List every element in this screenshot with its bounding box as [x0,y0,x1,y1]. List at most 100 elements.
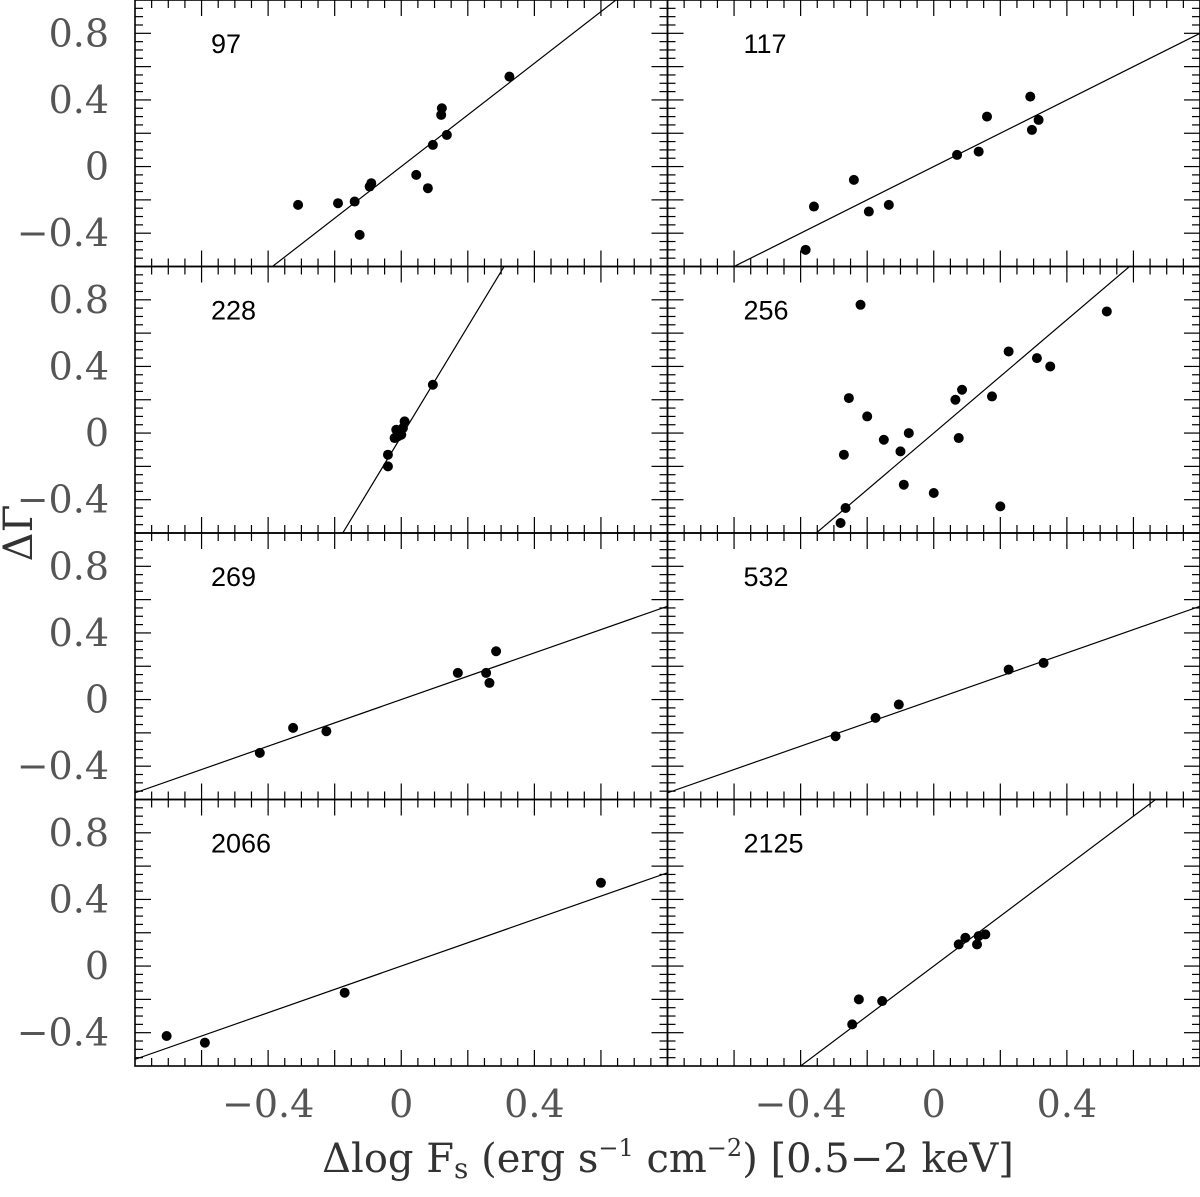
data-point [1026,124,1037,135]
x-tick-label: 0.4 [504,1082,564,1126]
panel-97 [134,0,669,268]
x-tick-label: −0.4 [754,1082,846,1126]
data-point [366,178,377,189]
data-point [161,1031,172,1042]
data-point [339,987,350,998]
y-tick-label: 0.4 [49,611,109,655]
y-tick-label: −0.4 [17,211,109,255]
data-point [862,411,873,422]
data-point [853,994,864,1005]
data-point [895,446,906,457]
data-point [898,479,909,490]
data-point [333,198,344,209]
y-tick-label: 0 [85,145,109,189]
data-point [354,229,365,240]
data-point [199,1037,210,1048]
fit-line [799,799,1157,1066]
data-point [855,299,866,310]
data-point [950,394,961,405]
data-point [452,667,463,678]
data-point [972,939,983,950]
data-point [288,722,299,733]
x-tick-label: 0.4 [1037,1082,1097,1126]
data-point [995,501,1006,512]
data-point [878,434,889,445]
panel-label: 2125 [744,829,804,859]
data-point [877,996,888,1007]
data-point [835,518,846,529]
data-point [382,461,393,472]
panel-ticks [135,0,668,267]
panel-2125 [666,798,1200,1067]
data-point [840,503,851,514]
fit-line [135,872,668,1060]
data-point [254,747,265,758]
data-point [484,677,495,688]
panel-label: 2066 [211,829,271,859]
data-point [321,726,332,737]
fit-line [732,32,1200,267]
panels-layer [134,0,1200,1067]
y-tick-label: 0.4 [49,344,109,388]
data-point [1101,306,1112,317]
x-tick-label: 0 [389,1082,413,1126]
data-point [843,393,854,404]
panel-label: 532 [744,562,789,592]
x-tick-label: 0 [922,1082,946,1126]
data-point [382,449,393,460]
data-point [980,929,991,940]
data-point [960,932,971,943]
y-axis-title: ΔΓ [0,505,42,562]
y-tick-label: 0.8 [49,811,109,855]
data-point [808,201,819,212]
panel-ticks [667,0,1200,267]
data-point [883,199,894,210]
data-point [870,712,881,723]
panel-label: 269 [211,562,256,592]
y-tick-label: 0 [85,944,109,988]
data-point [800,244,811,255]
fit-line [135,605,668,794]
panel-256 [666,265,1200,534]
y-tick-label: −0.4 [17,1011,109,1055]
data-point [411,169,422,180]
data-point [847,1019,858,1030]
data-point [427,139,438,150]
y-tick-label: 0.8 [49,278,109,322]
fit-line [667,605,1200,794]
data-point [399,416,410,427]
panel-ticks [135,799,668,1066]
data-point [928,488,939,499]
y-tick-label: 0 [85,678,109,722]
data-point [1031,353,1042,364]
data-point [953,939,964,950]
data-point [349,196,360,207]
data-point [957,384,968,395]
data-point [1038,657,1049,668]
data-point [1045,361,1056,372]
panel-228 [134,265,669,534]
data-point [481,667,492,678]
fit-line [815,266,1131,533]
data-point [838,449,849,460]
x-axis-title: Δlog Fs (erg s−1 cm−2) [0.5−2 keV] [322,1134,1014,1185]
data-point [893,699,904,710]
y-tick-label: −0.4 [17,478,109,522]
data-point [293,199,304,210]
data-point [595,877,606,888]
x-tick-label: −0.4 [222,1082,314,1126]
labels-layer: 97 −0.4 0 0.4 0.8 117 228 −0.4 0 0.4 0.8 256 269 −0.4… [17,11,1097,1126]
data-point [422,183,433,194]
data-point [986,391,997,402]
y-tick-label: 0.4 [49,877,109,921]
panel-label: 117 [744,29,787,59]
y-tick-label: 0.8 [49,11,109,55]
data-point [973,146,984,157]
data-point [982,111,992,122]
data-point [1033,114,1044,125]
data-point [848,174,859,185]
panel-label: 97 [211,29,241,59]
panel-ticks [667,799,1200,1066]
fit-line [271,0,617,267]
data-point [491,646,502,657]
